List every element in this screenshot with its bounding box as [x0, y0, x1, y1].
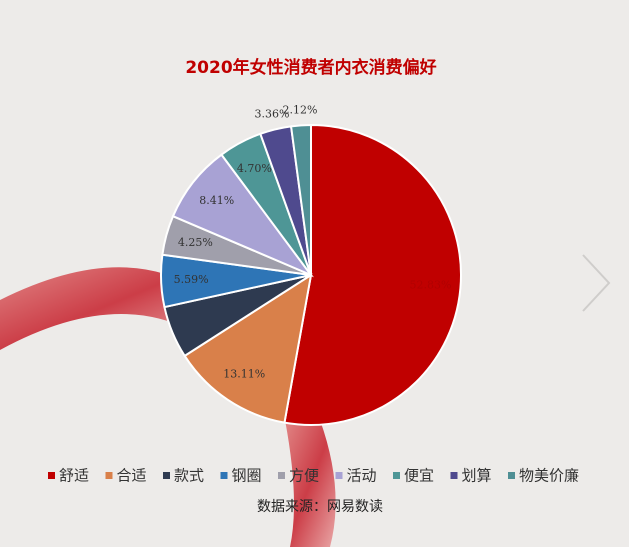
legend-swatch	[335, 472, 343, 479]
pie-slice	[289, 123, 312, 276]
next-arrow[interactable]	[582, 254, 611, 312]
legend-swatch	[48, 472, 55, 479]
legend-swatch	[220, 472, 228, 479]
decor-arc	[285, 420, 336, 547]
pie-slice	[283, 123, 462, 426]
pie-slice	[183, 272, 313, 424]
legend-label: 方便	[289, 467, 319, 485]
legend-label: 舒适	[59, 467, 89, 485]
data-label: 4.25%	[178, 236, 213, 249]
data-label: 4.70%	[237, 162, 272, 175]
legend-label: 活动	[347, 467, 377, 485]
source-note: 数据来源：网易数读	[257, 498, 383, 515]
data-label: 8.41%	[199, 194, 234, 207]
legend-label: 划算	[462, 467, 492, 485]
legend-swatch	[393, 472, 400, 479]
chart-title: 2020年女性消费者内衣消费偏好	[185, 57, 436, 78]
legend-label: 便宜	[404, 467, 434, 485]
pie: 52.83% 13.11% 5.59% 4.25% 8.41% 4.70% 3.36%2.1…	[160, 103, 462, 426]
legend-swatch	[508, 472, 515, 479]
legend-label: 款式	[174, 467, 204, 485]
legend-label: 钢圈	[232, 467, 262, 485]
legend-swatch	[105, 472, 113, 479]
legend-label: 物美价廉	[519, 467, 579, 485]
legend-swatch	[163, 472, 170, 479]
data-label: 2.12%	[283, 103, 318, 116]
decor-arc	[0, 267, 200, 350]
legend-swatch	[278, 472, 285, 479]
legend: 舒适 合适 款式 钢圈 方便 活动 便宜 划算 物美价廉	[48, 467, 579, 485]
data-label: 52.83%	[410, 279, 452, 292]
data-label: 3.36%	[255, 108, 290, 121]
legend-label: 合适	[117, 467, 147, 485]
legend-swatch	[450, 472, 458, 479]
data-label: 5.59%	[174, 273, 209, 286]
data-label: 13.11%	[223, 368, 265, 381]
